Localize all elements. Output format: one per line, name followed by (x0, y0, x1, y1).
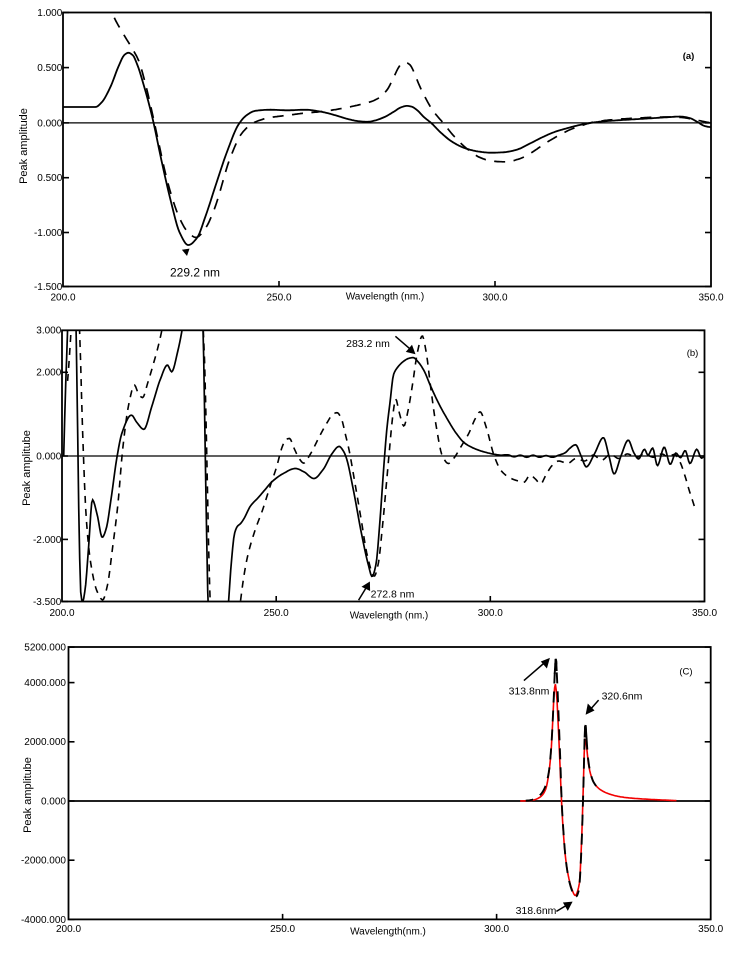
svg-text:(a): (a) (683, 51, 695, 62)
svg-text:300.0: 300.0 (484, 924, 509, 935)
svg-text:-4000.000: -4000.000 (21, 915, 66, 926)
svg-text:-2000.000: -2000.000 (21, 856, 66, 867)
svg-text:318.6nm: 318.6nm (516, 905, 557, 917)
svg-text:350.0: 350.0 (692, 608, 717, 619)
svg-text:200.0: 200.0 (56, 924, 81, 935)
svg-text:-3.500: -3.500 (33, 597, 62, 608)
svg-text:(b): (b) (687, 348, 699, 359)
svg-text:320.6nm: 320.6nm (602, 691, 643, 703)
svg-text:Peak amplitube: Peak amplitube (22, 757, 34, 833)
svg-text:0.000: 0.000 (36, 451, 61, 462)
svg-text:(C): (C) (679, 667, 692, 678)
svg-text:Peak amplitube: Peak amplitube (21, 430, 33, 506)
svg-text:0.000: 0.000 (37, 118, 62, 129)
svg-text:250.0: 250.0 (266, 293, 291, 304)
svg-text:2000.000: 2000.000 (24, 737, 66, 748)
svg-text:300.0: 300.0 (478, 608, 503, 619)
svg-text:250.0: 250.0 (264, 608, 289, 619)
svg-text:-1.000: -1.000 (34, 228, 63, 239)
svg-text:200.0: 200.0 (50, 293, 75, 304)
svg-text:Wavelength(nm.): Wavelength(nm.) (350, 927, 426, 938)
svg-text:4000.000: 4000.000 (24, 678, 66, 689)
svg-text:Wavelength (nm.): Wavelength (nm.) (350, 611, 429, 622)
svg-text:350.0: 350.0 (698, 293, 723, 304)
svg-text:350.0: 350.0 (698, 924, 723, 935)
svg-text:3.000: 3.000 (36, 326, 61, 337)
svg-text:1.000: 1.000 (37, 8, 62, 19)
svg-text:-2.000: -2.000 (33, 535, 62, 546)
svg-text:Peak amplitude: Peak amplitude (18, 108, 30, 184)
svg-text:250.0: 250.0 (270, 924, 295, 935)
svg-text:5200.000: 5200.000 (24, 643, 66, 654)
svg-text:0.000: 0.000 (41, 796, 66, 807)
svg-text:2.000: 2.000 (36, 368, 61, 379)
svg-text:300.0: 300.0 (482, 293, 507, 304)
svg-text:-1.500: -1.500 (34, 282, 63, 293)
svg-text:200.0: 200.0 (49, 608, 74, 619)
svg-text:272.8 nm: 272.8 nm (371, 589, 415, 601)
svg-text:Wavelength (nm.): Wavelength (nm.) (346, 292, 425, 303)
svg-text:283.2 nm: 283.2 nm (346, 338, 390, 350)
svg-text:0.500: 0.500 (37, 63, 62, 74)
svg-text:313.8nm: 313.8nm (509, 686, 550, 698)
svg-text:0.500: 0.500 (37, 173, 62, 184)
svg-text:229.2 nm: 229.2 nm (170, 266, 220, 280)
